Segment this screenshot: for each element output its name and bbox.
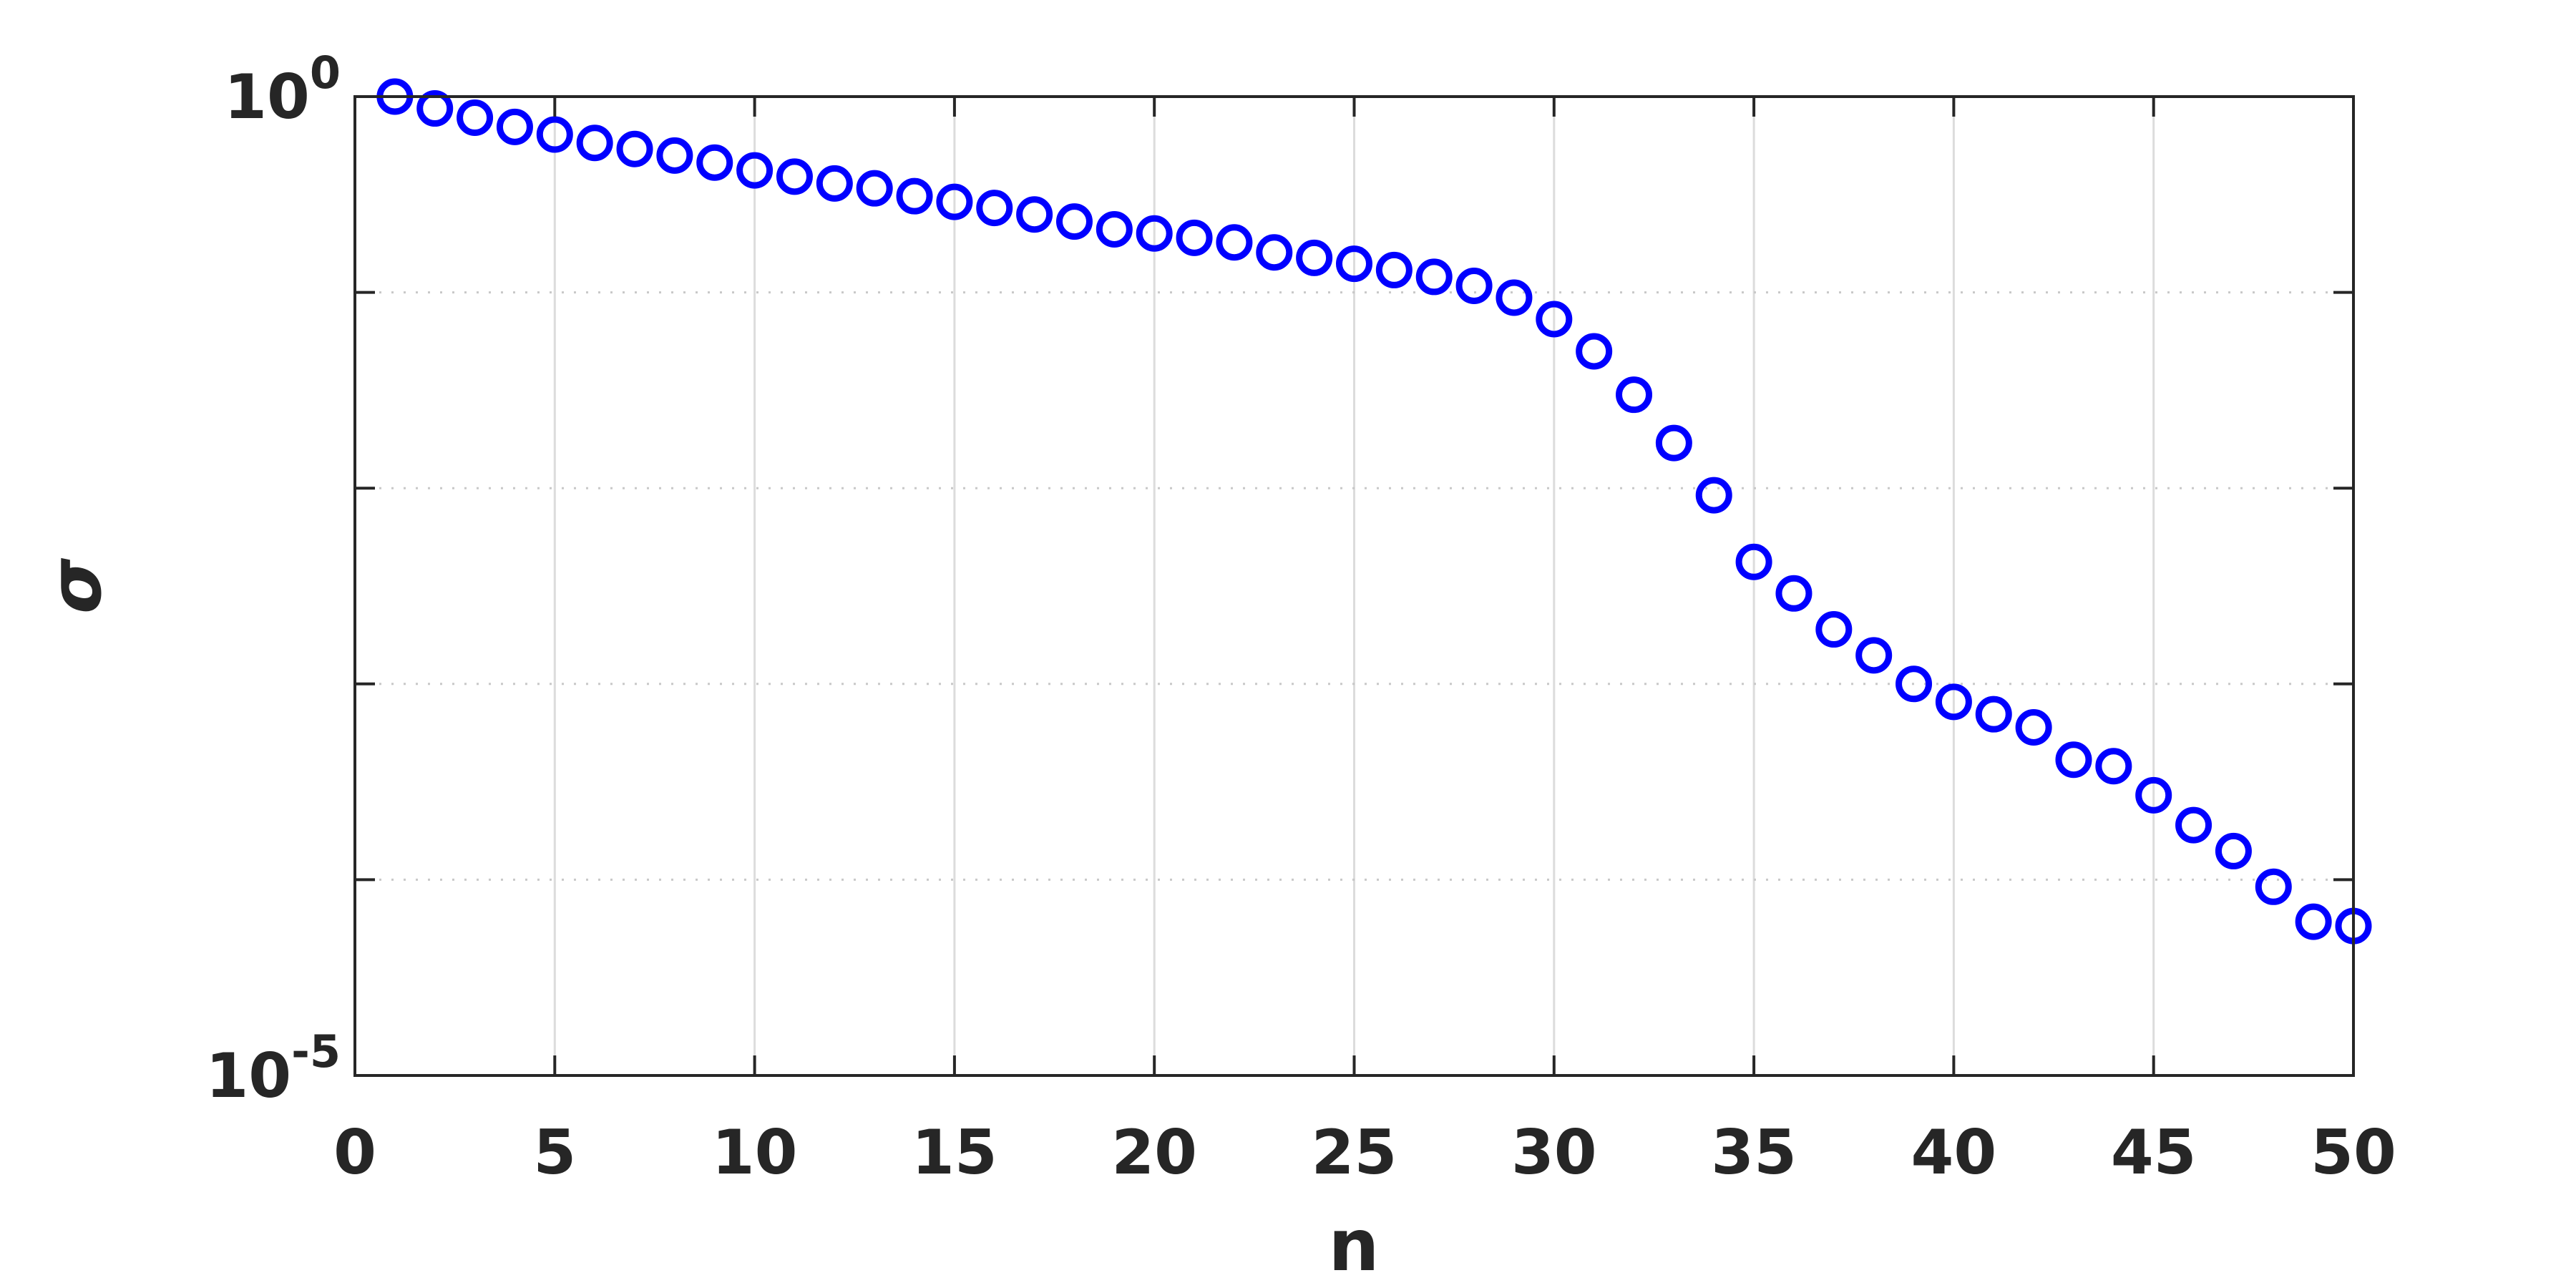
scatter-point xyxy=(1375,251,1413,288)
scatter-point xyxy=(936,183,973,220)
scatter-point xyxy=(696,144,733,181)
scatter-point xyxy=(1216,224,1253,261)
scatter-point xyxy=(1096,210,1133,248)
scatter-point xyxy=(1415,258,1453,296)
scatter-point xyxy=(496,108,533,145)
scatter-point xyxy=(1576,333,1613,370)
scatter-point xyxy=(1536,301,1573,338)
scatter-point xyxy=(976,190,1013,227)
x-tick-label: 0 xyxy=(333,1117,376,1189)
y-tick-base: 10 xyxy=(205,1040,291,1112)
scatter-point xyxy=(1256,234,1293,271)
x-tick-label: 15 xyxy=(912,1117,997,1189)
scatter-point xyxy=(856,170,893,207)
scatter-point xyxy=(1855,637,1893,674)
scatter-point xyxy=(1455,267,1493,304)
x-tick-label: 30 xyxy=(1511,1117,1597,1189)
y-tick-exponent: -5 xyxy=(291,1025,341,1078)
scatter-point xyxy=(1815,611,1853,648)
scatter-point xyxy=(1336,245,1372,283)
scatter-point xyxy=(2255,868,2292,905)
y-tick-base: 10 xyxy=(224,62,310,133)
scatter-point xyxy=(1655,424,1692,462)
scatter-point xyxy=(1496,279,1533,316)
y-axis-label: σ xyxy=(34,557,117,614)
x-tick-label: 35 xyxy=(1711,1117,1797,1189)
scatter-point xyxy=(2095,748,2132,785)
scatter-point xyxy=(656,137,693,174)
scatter-point xyxy=(1735,543,1772,580)
scatter-point xyxy=(616,130,653,167)
x-axis-label: n xyxy=(1328,1204,1379,1287)
scatter-point xyxy=(576,125,613,162)
x-tick-label: 5 xyxy=(533,1117,576,1189)
scatter-point xyxy=(1176,219,1213,256)
scatter-point xyxy=(1055,203,1093,240)
x-tick-label: 10 xyxy=(712,1117,798,1189)
x-tick-label: 20 xyxy=(1111,1117,1197,1189)
scatter-point xyxy=(1016,196,1053,233)
y-tick-label: 100 xyxy=(224,47,341,133)
y-tick-label: 10-5 xyxy=(205,1025,341,1112)
scatter-point xyxy=(457,99,494,137)
scatter-point xyxy=(536,116,573,153)
scatter-point xyxy=(1136,215,1173,252)
scatter-point xyxy=(1296,239,1333,276)
scatter-point xyxy=(2055,741,2092,779)
scatter-point xyxy=(816,165,853,202)
scatter-point xyxy=(736,152,774,189)
scatter-point xyxy=(2175,806,2212,844)
scatter-point xyxy=(1896,665,1933,703)
scatter-point xyxy=(2215,832,2252,869)
scatter-point xyxy=(2015,708,2052,746)
scatter-point xyxy=(2135,776,2172,814)
scatter-point xyxy=(1935,683,1972,721)
y-tick-exponent: 0 xyxy=(310,47,341,99)
x-tick-label: 25 xyxy=(1312,1117,1397,1189)
scatter-point xyxy=(1695,477,1732,514)
scatter-point xyxy=(1975,696,2012,733)
x-tick-label: 40 xyxy=(1911,1117,1997,1189)
scatter-point xyxy=(416,90,454,127)
x-tick-label: 50 xyxy=(2311,1117,2396,1189)
scatter-point xyxy=(1775,575,1813,612)
x-tick-label: 45 xyxy=(2111,1117,2197,1189)
scatter-point xyxy=(1616,376,1653,414)
scatter-point xyxy=(776,158,813,195)
scatter-point xyxy=(2295,903,2332,940)
scatter-point xyxy=(896,177,933,215)
